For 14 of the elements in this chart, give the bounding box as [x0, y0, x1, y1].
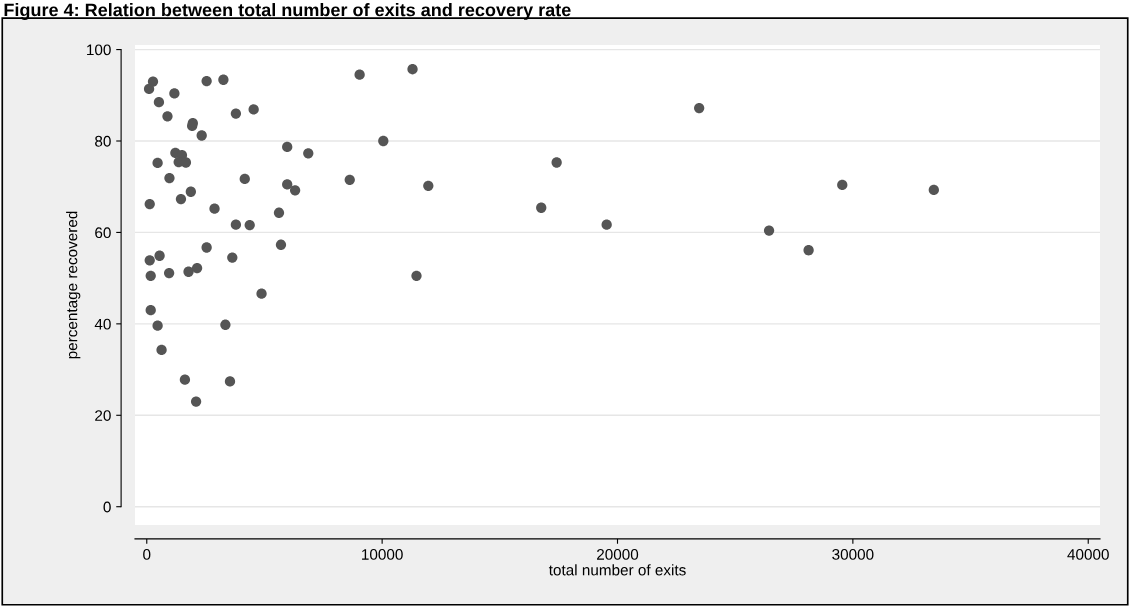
- x-tick-label: 0: [143, 549, 151, 560]
- chart-title: Figure 4: Relation between total number of exits and recovery rate: [4, 3, 571, 20]
- x-tick-label: 20000: [597, 549, 639, 560]
- y-tick-label: 100: [87, 44, 111, 56]
- x-tick-label: 40000: [1067, 549, 1109, 560]
- y-tick-label: 60: [95, 227, 111, 239]
- y-axis-title: percentage recovered: [66, 211, 81, 359]
- y-tick-label: 80: [95, 135, 111, 147]
- x-tick-label: 10000: [362, 549, 403, 560]
- y-tick-label: 20: [95, 410, 111, 421]
- x-tick-label: 30000: [832, 549, 874, 560]
- y-tick-label: 0: [103, 501, 111, 513]
- y-tick-label: 40: [94, 318, 111, 330]
- x-axis-title: total number of exits: [548, 564, 686, 576]
